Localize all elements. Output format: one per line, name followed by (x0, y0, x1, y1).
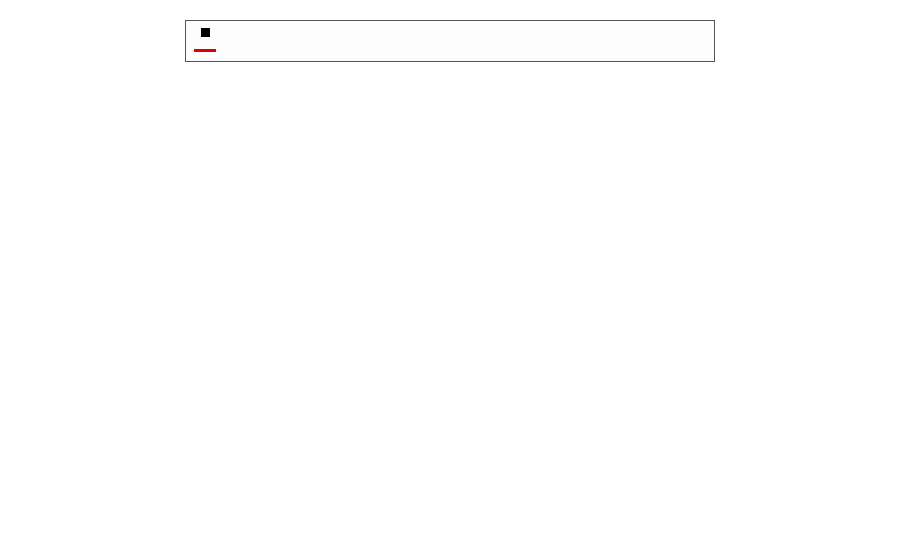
legend-item-usd (192, 23, 708, 41)
legend-item-jpy (192, 41, 708, 59)
legend (185, 20, 715, 62)
candlestick-marker-icon (192, 27, 218, 37)
line-marker-icon (192, 48, 218, 52)
